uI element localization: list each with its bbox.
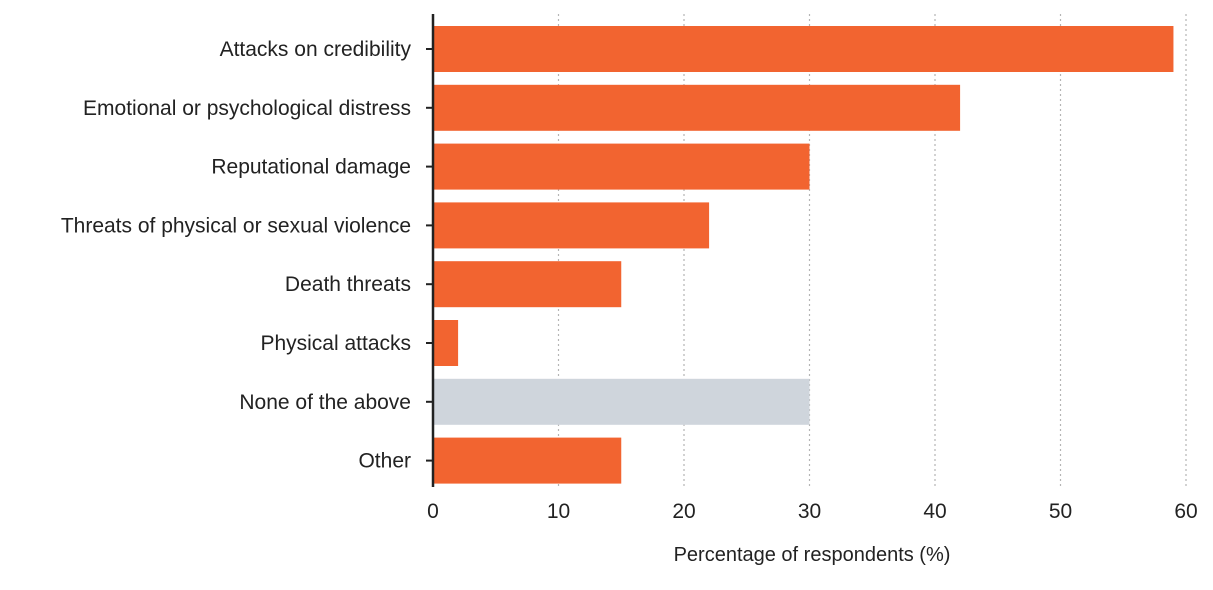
bar [433,261,622,308]
category-label: Threats of physical or sexual violence [61,214,411,237]
category-label: None of the above [239,391,411,414]
bar [433,143,810,190]
category-label: Physical attacks [260,332,411,355]
x-tick-label: 30 [798,500,821,523]
bars [433,26,1174,484]
category-label: Reputational damage [211,156,411,179]
bar [433,320,459,366]
category-label: Emotional or psychological distress [83,97,411,120]
x-tick-label: 10 [547,500,570,523]
x-axis-ticks: 0 10 20 30 40 50 60 [427,500,1198,523]
bar [433,202,710,249]
category-label: Attacks on credibility [220,38,412,61]
x-tick-label: 60 [1174,500,1197,523]
bar [433,378,810,425]
x-tick-label: 50 [1049,500,1072,523]
bar [433,26,1174,72]
bar [433,437,622,484]
bar [433,84,961,131]
gridlines [557,14,1187,487]
x-tick-label: 20 [672,500,695,523]
category-labels: Attacks on credibility Emotional or psych… [61,38,433,473]
x-tick-label: 40 [923,500,946,523]
category-label: Death threats [285,273,411,296]
x-tick-label: 0 [427,500,439,523]
category-label: Other [358,450,411,473]
x-axis-title: Percentage of respondents (%) [674,544,951,566]
